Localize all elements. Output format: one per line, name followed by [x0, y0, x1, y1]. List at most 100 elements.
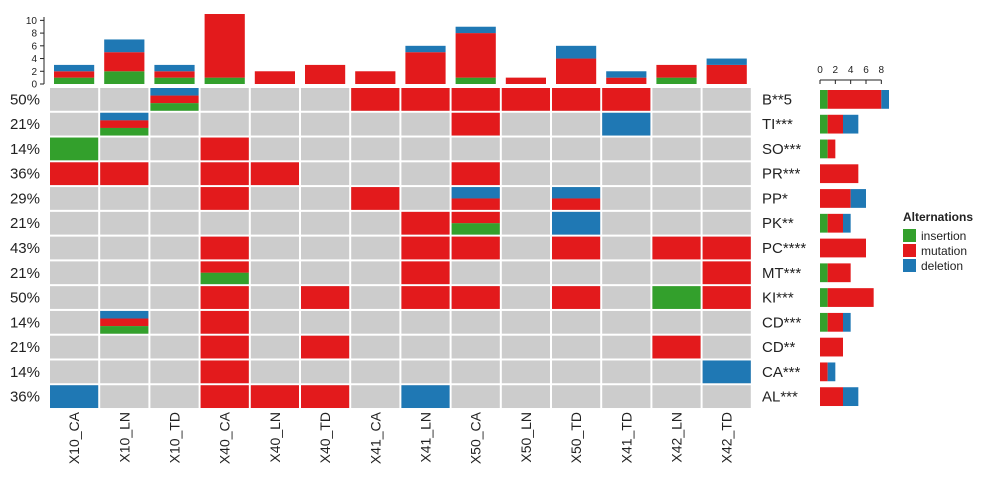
cell-insertion-x10_td-row0 — [150, 103, 199, 111]
cell-x50_ca-row10 — [451, 335, 500, 359]
gene-label: B**5 — [762, 91, 792, 108]
cell-x10_td-row8 — [150, 286, 199, 309]
top-bar-mutation-x41_ln — [405, 52, 446, 84]
cell-x10_ca-row11 — [50, 360, 99, 384]
sample-label: X41_CA — [367, 411, 383, 464]
cell-x50_ca-row12 — [451, 385, 500, 409]
cell-x10_ln-row12 — [100, 385, 149, 409]
gene-labels: B**5 TI*** SO*** PR*** PP* PK** PC**** MT*** KI*… — [762, 91, 806, 405]
cell-x40_ln-row9 — [250, 310, 299, 334]
cell-mutation-x40_ca-row4 — [200, 187, 249, 210]
cell-insertion-x10_ln-row1 — [100, 127, 149, 136]
cell-x10_ln-row4 — [100, 187, 149, 210]
right-bar-mutation-row3 — [820, 164, 859, 184]
right-bar-mutation-row1 — [827, 114, 843, 134]
legend-swatch-insertion — [903, 229, 916, 242]
right-bar-mutation-row9 — [827, 312, 843, 332]
percentage-label: 29% — [10, 190, 40, 207]
right-bar-mutation-row7 — [827, 263, 851, 283]
cell-x41_ca-row7 — [351, 261, 400, 285]
cell-x41_td-row7 — [602, 261, 651, 285]
cell-x40_ln-row7 — [250, 261, 299, 285]
cell-insertion-x10_ln-row9 — [100, 326, 149, 334]
cell-insertion-x40_ca-row7 — [200, 272, 249, 285]
right-bar-deletion-row11 — [827, 362, 836, 382]
cell-x42_ln-row0 — [652, 88, 701, 111]
cell-x41_td-row9 — [602, 310, 651, 334]
cell-mutation-x41_ca-row4 — [351, 187, 400, 210]
cell-mutation-x50_ca-row8 — [451, 286, 500, 309]
legend-swatch-deletion — [903, 259, 916, 272]
top-bar-mutation-x41_ca — [355, 71, 396, 84]
top-bar-deletion-x10_td — [154, 64, 195, 72]
right-axis-tick-label: 6 — [863, 65, 869, 76]
gene-label: SO*** — [762, 141, 801, 158]
cell-x42_ln-row7 — [652, 261, 701, 285]
cell-mutation-x41_ln-row6 — [401, 236, 450, 260]
oncoprint-grid — [50, 88, 751, 409]
cell-x41_ca-row11 — [351, 360, 400, 384]
cell-x42_td-row9 — [702, 310, 751, 334]
right-axis-tick-label: 2 — [833, 65, 839, 76]
cell-mutation-x10_td-row0 — [150, 95, 199, 104]
cell-x41_ln-row9 — [401, 310, 450, 334]
cell-mutation-x40_ca-row3 — [200, 162, 249, 186]
top-axis-tick-label: 0 — [31, 80, 37, 91]
gene-label: TI*** — [762, 116, 793, 133]
cell-x42_td-row3 — [702, 162, 751, 186]
top-bar-mutation-x42_ln — [656, 64, 697, 78]
cell-x50_ca-row7 — [451, 261, 500, 285]
top-bar-insertion-x42_ln — [656, 77, 697, 84]
cell-x10_td-row12 — [150, 385, 199, 409]
cell-mutation-x42_td-row6 — [702, 236, 751, 260]
right-bar-mutation-row4 — [820, 189, 851, 208]
cell-mutation-x10_ln-row3 — [100, 162, 149, 186]
gene-label: PP* — [762, 190, 788, 207]
right-bar-insertion-row9 — [820, 312, 828, 332]
cell-mutation-x42_ln-row6 — [652, 236, 701, 260]
cell-x10_ln-row7 — [100, 261, 149, 285]
cell-x10_td-row7 — [150, 261, 199, 285]
cell-mutation-x42_td-row8 — [702, 286, 751, 309]
top-bar-insertion-x10_td — [154, 77, 195, 84]
cell-x42_ln-row12 — [652, 385, 701, 409]
cell-mutation-x40_ln-row3 — [250, 162, 299, 186]
right-bar-insertion-row8 — [820, 288, 828, 307]
cell-mutation-x50_ln-row0 — [501, 88, 550, 111]
cell-mutation-x40_ca-row6 — [200, 236, 249, 260]
right-bar-insertion-row0 — [820, 90, 828, 109]
cell-deletion-x10_ln-row9 — [100, 310, 149, 319]
cell-deletion-x50_ca-row4 — [451, 187, 500, 199]
right-axis-tick-label: 4 — [848, 65, 854, 76]
top-bar-mutation-x41_td — [606, 77, 647, 84]
cell-x50_td-row7 — [552, 261, 601, 285]
cell-x10_td-row2 — [150, 137, 199, 161]
cell-x40_td-row5 — [301, 211, 350, 235]
cell-mutation-x40_ca-row12 — [200, 385, 249, 409]
top-axis-tick-label: 8 — [31, 29, 37, 40]
percentage-label: 50% — [10, 290, 40, 307]
cell-mutation-x41_ca-row0 — [351, 88, 400, 111]
legend-swatch-mutation — [903, 244, 916, 257]
cell-mutation-x40_ca-row2 — [200, 137, 249, 161]
cell-mutation-x50_td-row8 — [552, 286, 601, 309]
cell-x40_ln-row6 — [250, 236, 299, 260]
cell-x42_td-row0 — [702, 88, 751, 111]
top-bar-deletion-x42_td — [706, 58, 747, 65]
top-bar-insertion-x40_ca — [204, 77, 245, 84]
cell-x41_td-row10 — [602, 335, 651, 359]
cell-mutation-x50_td-row0 — [552, 88, 601, 111]
cell-mutation-x42_ln-row10 — [652, 335, 701, 359]
cell-x40_ca-row5 — [200, 211, 249, 235]
cell-x10_td-row9 — [150, 310, 199, 334]
cell-x50_ln-row4 — [501, 187, 550, 210]
top-bar-insertion-x50_ca — [455, 77, 496, 84]
cell-mutation-x10_ln-row9 — [100, 318, 149, 327]
cell-x50_td-row9 — [552, 310, 601, 334]
cell-x40_ln-row10 — [250, 335, 299, 359]
cell-x40_td-row9 — [301, 310, 350, 334]
right-bar-deletion-row9 — [843, 312, 851, 332]
cell-x42_ln-row11 — [652, 360, 701, 384]
